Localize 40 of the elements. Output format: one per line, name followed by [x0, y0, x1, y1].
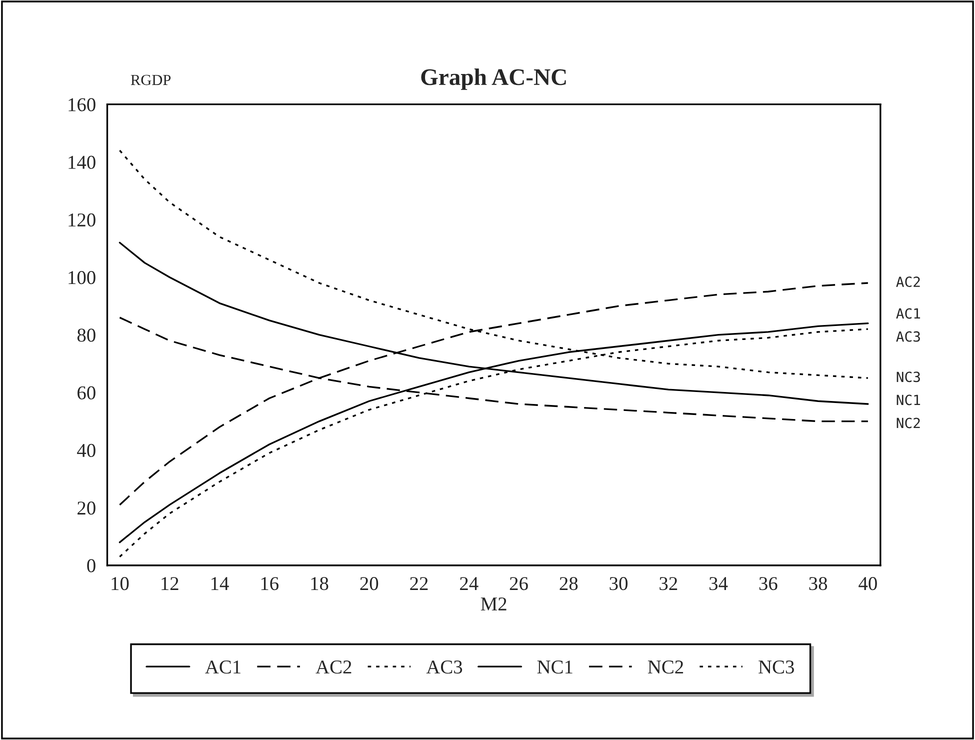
- text: AC2: [896, 276, 920, 288]
- y-axis-title: RGDP: [130, 74, 171, 86]
- text: AC3: [896, 331, 920, 342]
- legend-label: NC3: [758, 660, 794, 674]
- x-tick-label: 34: [710, 577, 728, 590]
- y-tick-label: 0: [87, 559, 96, 572]
- x-tick-label: 22: [410, 577, 428, 590]
- x-tick-label: 40: [858, 577, 877, 590]
- y-tick-label: 140: [68, 156, 96, 169]
- x-axis-title: M2: [480, 598, 506, 610]
- y-tick-label: 40: [77, 444, 96, 458]
- chart-title: Graph AC-NC: [421, 68, 566, 90]
- x-tick-label: 12: [162, 577, 178, 590]
- legend-label: AC1: [205, 660, 240, 674]
- legend-label: NC1: [537, 660, 572, 674]
- y-tick-label: 160: [68, 98, 96, 112]
- x-tick-label: 20: [360, 577, 378, 590]
- y-tick-label: 60: [78, 386, 96, 400]
- legend-label: AC2: [316, 660, 352, 674]
- y-tick-label: 100: [68, 271, 96, 284]
- text: NC1: [896, 394, 920, 406]
- y-tick-label: 80: [77, 328, 96, 342]
- text: NC3: [896, 372, 920, 382]
- x-tick-label: 14: [211, 577, 229, 590]
- x-tick-label: 38: [809, 577, 828, 590]
- x-tick-label: 32: [660, 577, 678, 590]
- x-tick-label: 36: [759, 577, 778, 590]
- x-tick-label: 26: [510, 577, 528, 590]
- x-tick-label: 30: [610, 577, 628, 590]
- x-tick-label: 18: [311, 577, 328, 590]
- x-tick-label: 24: [460, 577, 478, 590]
- x-tick-label: 28: [560, 577, 578, 590]
- y-tick-label: 20: [78, 502, 96, 515]
- legend-label: AC3: [426, 660, 462, 674]
- legend-label: NC2: [648, 660, 684, 674]
- text: NC2: [896, 418, 920, 428]
- y-tick-label: 120: [68, 213, 96, 227]
- text: AC1: [896, 308, 920, 319]
- x-tick-label: 16: [261, 577, 279, 590]
- x-tick-label: 10: [112, 577, 129, 590]
